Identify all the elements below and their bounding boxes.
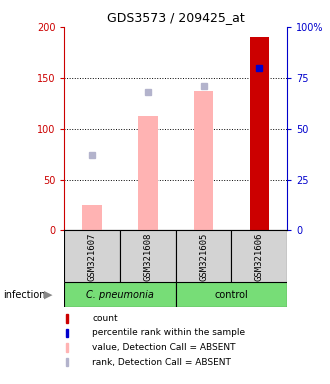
Text: percentile rank within the sample: percentile rank within the sample: [92, 328, 246, 338]
Bar: [138, 116, 158, 230]
Text: infection: infection: [3, 290, 46, 300]
Bar: [64, 230, 120, 282]
Bar: [194, 91, 213, 230]
Text: value, Detection Call = ABSENT: value, Detection Call = ABSENT: [92, 343, 236, 352]
Title: GDS3573 / 209425_at: GDS3573 / 209425_at: [107, 11, 245, 24]
Text: C. pneumonia: C. pneumonia: [86, 290, 154, 300]
Text: GSM321605: GSM321605: [199, 232, 208, 280]
Text: GSM321607: GSM321607: [88, 232, 97, 280]
Bar: [64, 282, 176, 307]
Text: ▶: ▶: [44, 290, 52, 300]
Text: rank, Detection Call = ABSENT: rank, Detection Call = ABSENT: [92, 358, 231, 367]
Bar: [231, 230, 287, 282]
Bar: [249, 37, 269, 230]
Bar: [120, 230, 176, 282]
Text: count: count: [92, 314, 118, 323]
Bar: [176, 282, 287, 307]
Bar: [82, 205, 102, 230]
Bar: [176, 230, 231, 282]
Text: GSM321606: GSM321606: [255, 232, 264, 280]
Text: GSM321608: GSM321608: [143, 232, 152, 280]
Text: control: control: [214, 290, 248, 300]
